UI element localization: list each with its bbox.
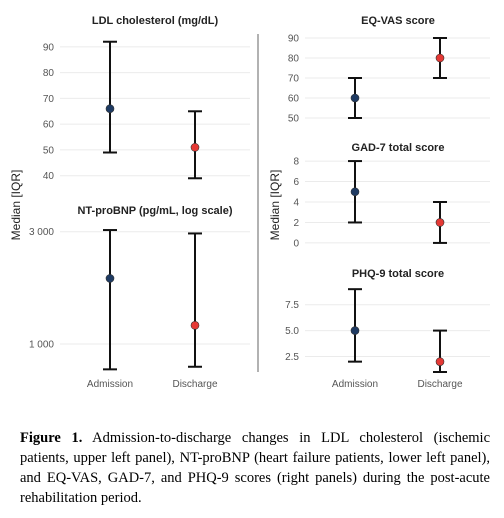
x-tick-discharge-left: Discharge bbox=[172, 379, 217, 390]
right-y-axis-title: Median [IQR] bbox=[268, 170, 282, 241]
median-point-discharge bbox=[435, 218, 445, 227]
y-tick-label: 80 bbox=[43, 68, 55, 79]
y-tick-label: 90 bbox=[43, 42, 55, 53]
y-tick-label: 90 bbox=[288, 34, 300, 45]
median-point-admission bbox=[105, 274, 115, 283]
y-tick-label: 0 bbox=[293, 238, 299, 249]
panel-title-1: NT-proBNP (pg/mL, log scale) bbox=[77, 205, 232, 217]
median-point-discharge bbox=[190, 143, 200, 152]
y-tick-label: 6 bbox=[293, 177, 299, 188]
median-point-discharge bbox=[435, 357, 445, 366]
y-tick-label: 60 bbox=[288, 94, 300, 105]
panel-title-3: GAD-7 total score bbox=[352, 142, 445, 154]
y-tick-label: 40 bbox=[43, 171, 55, 182]
panel-title-4: PHQ-9 total score bbox=[352, 268, 444, 280]
median-point-admission bbox=[350, 93, 360, 103]
y-tick-label: 8 bbox=[293, 157, 299, 168]
median-point-discharge bbox=[190, 321, 200, 330]
left-y-axis-title: Median [IQR] bbox=[9, 170, 23, 241]
y-tick-label: 50 bbox=[288, 114, 300, 125]
caption-label: Figure 1. bbox=[20, 430, 83, 446]
x-tick-discharge-right: Discharge bbox=[417, 379, 462, 390]
panel-title-0: LDL cholesterol (mg/dL) bbox=[92, 15, 219, 27]
median-point-admission bbox=[350, 326, 360, 335]
median-point-admission bbox=[105, 104, 115, 114]
y-tick-label: 80 bbox=[288, 54, 300, 65]
y-tick-label: 2 bbox=[293, 218, 299, 229]
y-tick-label: 3 000 bbox=[29, 227, 54, 238]
y-tick-label: 5.0 bbox=[285, 326, 299, 337]
y-tick-label: 7.5 bbox=[285, 300, 299, 311]
y-tick-label: 70 bbox=[288, 74, 300, 85]
figure-panels: Median [IQR] Median [IQR] Admission Disc… bbox=[9, 15, 490, 390]
figure-caption: Figure 1. Admission-to-discharge changes… bbox=[20, 428, 490, 508]
y-tick-label: 1 000 bbox=[29, 339, 54, 350]
x-tick-admission-right: Admission bbox=[332, 379, 378, 390]
y-tick-label: 70 bbox=[43, 94, 55, 105]
y-tick-label: 2.5 bbox=[285, 352, 299, 363]
median-point-discharge bbox=[435, 53, 445, 63]
y-tick-label: 50 bbox=[43, 145, 55, 156]
y-tick-label: 60 bbox=[43, 120, 55, 131]
median-point-admission bbox=[350, 187, 360, 197]
y-tick-label: 4 bbox=[293, 198, 299, 209]
x-tick-admission-left: Admission bbox=[87, 379, 133, 390]
panel-title-2: EQ-VAS score bbox=[361, 15, 435, 27]
caption-text: Admission-to-discharge changes in LDL ch… bbox=[20, 430, 491, 506]
